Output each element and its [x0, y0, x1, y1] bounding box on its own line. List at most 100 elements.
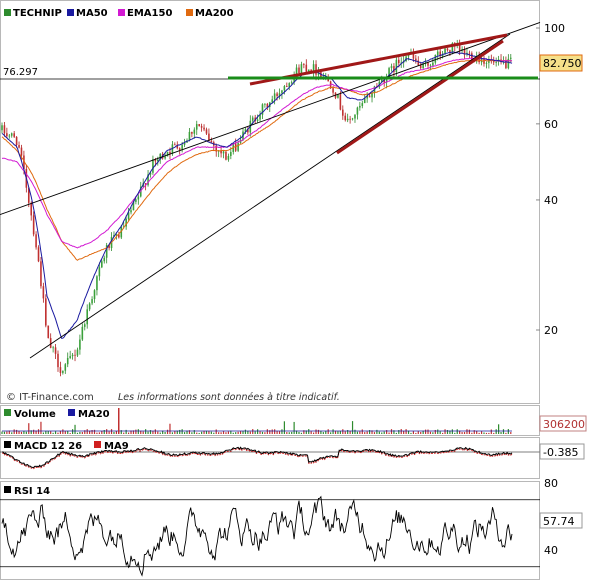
volume-bar: [67, 430, 69, 434]
price-candle-body: [432, 62, 434, 66]
volume-bar: [507, 429, 509, 434]
volume-bar: [162, 430, 164, 434]
volume-bar: [259, 431, 261, 434]
price-candle-body: [471, 53, 473, 61]
price-candle-body: [30, 202, 33, 216]
volume-bar: [179, 429, 181, 434]
price-candle-body: [356, 107, 359, 115]
price-candle-body: [488, 59, 490, 63]
volume-bar: [271, 429, 273, 434]
volume-bar: [169, 423, 171, 434]
ma50-line: [1, 51, 513, 339]
volume-bar: [6, 431, 8, 434]
price-candle-body: [351, 118, 354, 120]
price-candle-body: [266, 103, 269, 108]
price-candle-body: [261, 104, 264, 115]
volume-last-value-box: [539, 415, 587, 432]
volume-bar: [247, 430, 249, 434]
volume-bar: [298, 431, 300, 434]
price-candle-body: [507, 58, 510, 69]
price-candle-body: [468, 52, 471, 54]
price-candle-body: [37, 247, 40, 262]
volume-bar: [81, 432, 83, 434]
volume-bar: [315, 429, 317, 434]
legend-swatch-technip: [4, 9, 11, 16]
rsi-line: [1, 495, 513, 577]
volume-bar: [176, 430, 178, 434]
volume-bar: [35, 430, 37, 434]
price-candle-body: [412, 52, 415, 59]
volume-bar: [76, 432, 79, 434]
volume-bar: [415, 432, 417, 434]
price-legend: TECHNIP MA50 EMA150 MA200: [4, 8, 234, 19]
lower-channel-line: [29, 33, 511, 359]
volume-bar: [483, 432, 485, 434]
volume-bar: [432, 432, 434, 434]
volume-bar: [376, 429, 378, 434]
price-candle-body: [451, 43, 454, 53]
volume-bar: [471, 432, 473, 434]
volume-bar: [171, 432, 174, 434]
price-candle-body: [398, 59, 400, 64]
volume-bar: [244, 429, 247, 434]
volume-bar: [215, 429, 217, 434]
price-candle-body: [427, 62, 429, 66]
price-candle-body: [83, 324, 86, 327]
ma200-line: [1, 59, 513, 261]
volume-bar: [101, 430, 103, 434]
price-candle-body: [436, 51, 439, 55]
volume-bar: [395, 432, 397, 434]
volume-bar: [281, 429, 283, 434]
price-candle-body: [193, 129, 196, 134]
volume-bar: [193, 430, 195, 434]
volume-bar: [166, 429, 169, 434]
volume-bar: [456, 429, 458, 434]
price-candle-body: [6, 133, 8, 137]
price-candle-body: [47, 325, 50, 339]
volume-bar: [437, 429, 439, 434]
price-candle-body: [385, 76, 388, 83]
volume-bar: [278, 431, 281, 434]
price-candle-body: [419, 65, 422, 69]
price-candle-body: [422, 63, 424, 69]
price-candle-body: [342, 109, 344, 116]
ref-level-label: 76.297: [3, 67, 38, 78]
volume-bar: [476, 430, 478, 434]
volume-bar: [127, 432, 130, 434]
price-candle-body: [1, 125, 3, 131]
volume-bar: [407, 430, 410, 434]
price-candle-body: [149, 172, 152, 175]
price-candle-body: [227, 156, 230, 160]
price-candle-body: [247, 129, 249, 133]
volume-bar: [344, 431, 346, 434]
price-candle-body: [307, 69, 310, 72]
macd-last-value-box: [539, 443, 585, 460]
volume-bar: [1, 431, 3, 434]
volume-bar: [510, 432, 512, 434]
legend-label-volume: Volume: [14, 409, 56, 420]
price-candle-body: [88, 303, 91, 310]
price-y-axis: 20 40 60 100: [536, 22, 565, 337]
price-candle-body: [492, 61, 495, 63]
volume-bar: [52, 432, 54, 434]
volume-bar: [37, 429, 40, 434]
volume-bar: [320, 430, 322, 434]
volume-bar: [317, 429, 320, 434]
legend-swatch-ma20: [68, 409, 75, 416]
volume-bar: [132, 430, 135, 434]
volume-bar: [16, 429, 18, 434]
price-candle-body: [125, 218, 127, 227]
price-candle-body: [81, 326, 84, 340]
volume-bar: [91, 430, 93, 434]
volume-bar: [62, 429, 64, 434]
volume-bar: [286, 432, 288, 434]
price-candle-body: [439, 51, 441, 57]
price-candle-body: [195, 124, 198, 130]
price-candle-body: [300, 64, 303, 74]
price-candle-body: [169, 151, 171, 154]
price-plot: [0, 22, 541, 377]
footer-brand: © IT-Finance.com: [6, 392, 94, 403]
volume-bar: [191, 432, 193, 434]
price-candle-body: [344, 115, 347, 121]
volume-bar: [86, 429, 88, 434]
